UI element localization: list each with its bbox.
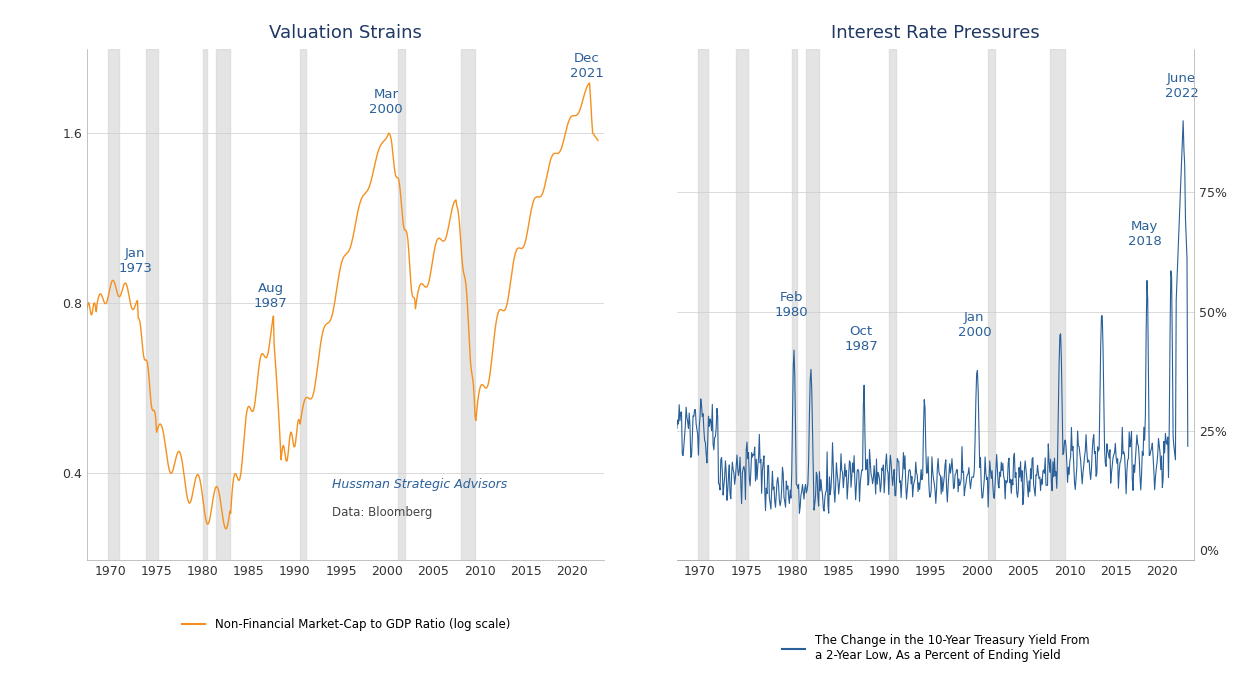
Text: Jan
2000: Jan 2000 (958, 311, 991, 339)
Text: May
2018: May 2018 (1127, 220, 1162, 248)
Bar (988, 49, 995, 560)
Bar (216, 49, 230, 560)
Bar (698, 49, 709, 560)
Text: Aug
1987: Aug 1987 (254, 282, 287, 310)
Bar (460, 49, 475, 560)
Text: Dec
2021: Dec 2021 (570, 52, 605, 80)
Bar (792, 49, 797, 560)
Bar (1050, 49, 1065, 560)
Bar (108, 49, 118, 560)
Text: Data: Bloomberg: Data: Bloomberg (332, 506, 432, 519)
Title: Valuation Strains: Valuation Strains (269, 24, 422, 42)
Bar (889, 49, 896, 560)
Text: Hussman Strategic Advisors: Hussman Strategic Advisors (332, 478, 508, 491)
Text: Mar
2000: Mar 2000 (369, 88, 403, 116)
Text: Feb
1980: Feb 1980 (774, 291, 807, 319)
Title: Interest Rate Pressures: Interest Rate Pressures (831, 24, 1040, 42)
Text: June
2022: June 2022 (1164, 72, 1198, 100)
Legend: The Change in the 10-Year Treasury Yield From
a 2-Year Low, As a Percent of Endi: The Change in the 10-Year Treasury Yield… (778, 629, 1095, 666)
Bar (806, 49, 820, 560)
Bar (147, 49, 158, 560)
Bar (300, 49, 306, 560)
Bar (736, 49, 748, 560)
Text: Oct
1987: Oct 1987 (845, 325, 878, 353)
Text: Jan
1973: Jan 1973 (118, 247, 152, 275)
Bar (398, 49, 406, 560)
Legend: Non-Financial Market-Cap to GDP Ratio (log scale): Non-Financial Market-Cap to GDP Ratio (l… (177, 613, 515, 636)
Bar (203, 49, 208, 560)
